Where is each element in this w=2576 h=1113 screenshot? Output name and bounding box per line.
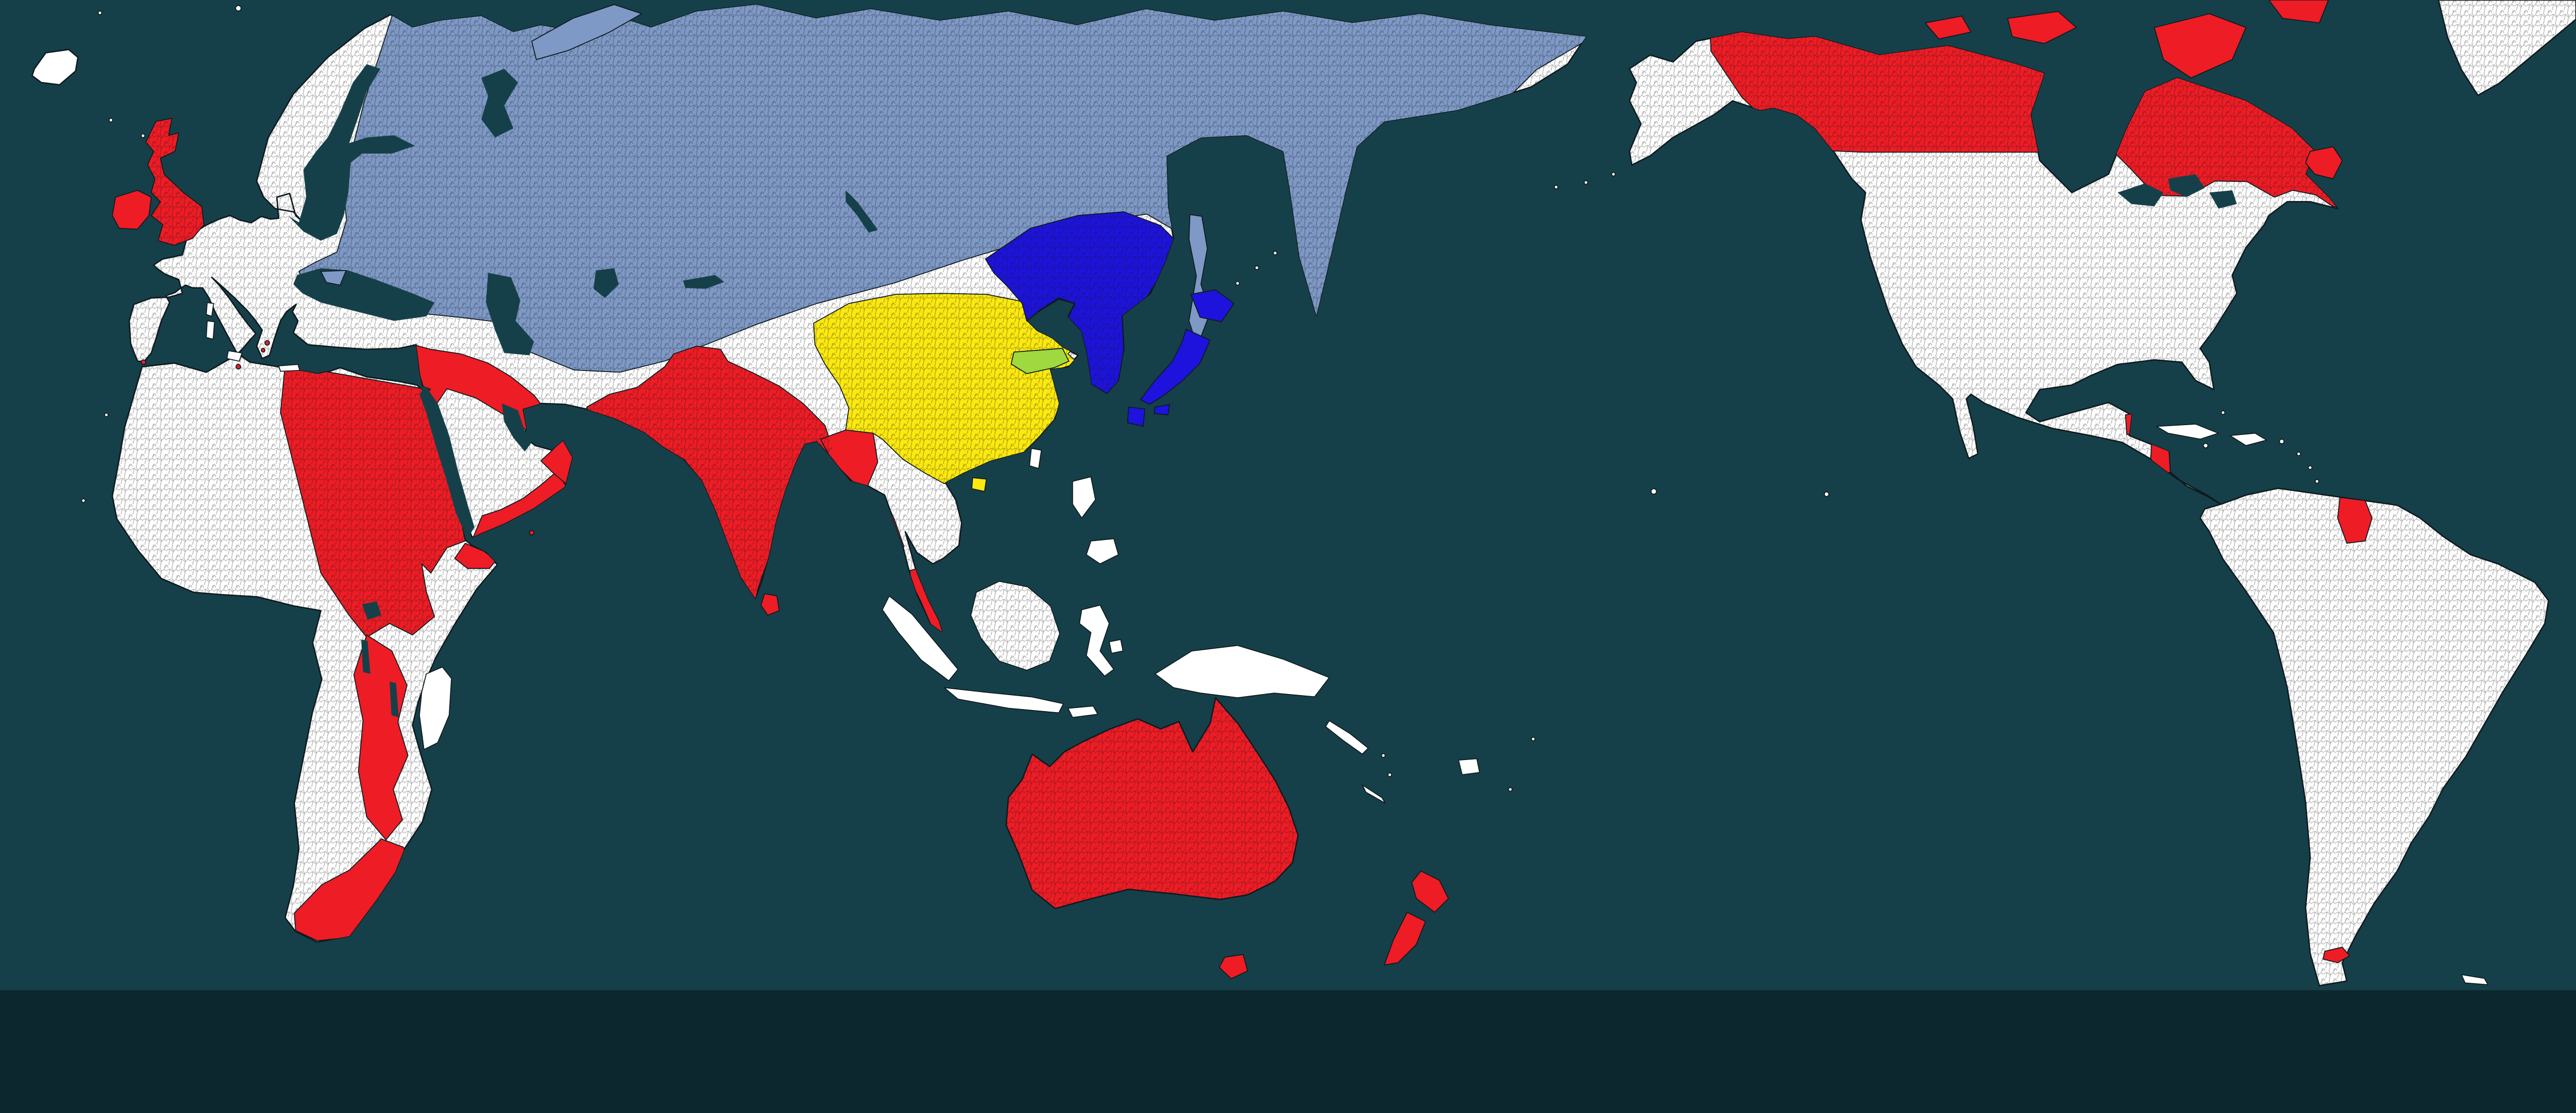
region-hispaniola [2229,432,2267,446]
region-jan-mayen [97,10,103,15]
great-lakes-west [2117,183,2164,207]
region-vanuatu-1 [1381,753,1386,758]
lake-tanganyika [361,639,370,674]
region-kurils-3 [1273,250,1278,256]
region-tasmania [1218,954,1248,980]
region-kyushu [1127,407,1146,427]
region-tonga [1508,787,1513,792]
region-aleutians-1 [1611,172,1616,177]
region-sulawesi [1079,604,1114,677]
lake-balkhash [683,275,724,289]
region-novaya-zemlya [531,4,642,60]
region-falkland-islands [2323,947,2350,964]
region-hainan[interactable] [971,477,987,492]
region-sicily [226,350,243,362]
region-new-zealand [1383,870,1449,966]
lake-malawi [389,681,399,718]
region-gibraltar [141,359,146,365]
region-iceland[interactable] [31,48,79,86]
region-lesser-antilles-2 [2308,465,2313,470]
region-lesser-antilles-3 [2314,479,2319,484]
world-map-canvas [0,0,2576,990]
region-crimea[interactable] [320,270,347,286]
region-green-state[interactable] [1010,348,1070,374]
region-timor [1067,705,1098,718]
aral-sea [594,268,619,298]
region-puerto-rico [2279,439,2285,445]
region-socotra [529,530,535,536]
region-shetland [141,133,146,138]
region-hokkaido [1190,289,1234,323]
region-moluccas [1109,639,1124,654]
region-ionian-islands-2 [261,348,266,353]
region-japan[interactable] [1127,289,1234,427]
region-aleutians-2 [1583,180,1588,185]
region-crete [278,364,300,372]
region-cuba [2156,424,2219,440]
region-australia [1005,697,1299,980]
persian-gulf [502,403,532,452]
region-shikoku [1154,403,1171,416]
world-map [0,0,2576,990]
region-ceylon [760,593,780,616]
region-luzon [1072,476,1096,519]
region-corsica [206,302,214,317]
lake-baikal [845,190,878,233]
region-fiji [1458,758,1480,775]
region-kurils-2 [1255,265,1259,271]
white-islands[interactable] [81,5,2489,985]
region-java [943,687,1064,714]
region-new-guinea [1155,645,1330,698]
white-sea [481,69,518,138]
region-samoa [1531,736,1536,741]
region-taiwan [1029,448,1042,469]
region-hawaii-2 [1824,491,1829,497]
great-lakes-east [2209,190,2237,209]
region-south-georgia [2461,974,2489,985]
region-newfoundland [2305,146,2343,179]
region-arctic-islands [1924,0,2329,79]
region-manchuria-korea[interactable] [985,211,1175,394]
region-ionian-islands [264,340,270,346]
region-new-caledonia [1362,784,1386,804]
region-faroe [108,117,113,123]
caspian-sea [486,273,534,356]
region-cape-verde [81,498,86,503]
red-sea [419,386,474,539]
region-svalbard [235,5,242,12]
region-canary-islands [104,412,109,417]
region-china[interactable] [813,293,1079,484]
region-honshu [1140,328,1211,405]
region-sumatra [882,595,959,682]
region-solomons [1325,720,1369,755]
region-hawaii-1 [1650,488,1657,495]
region-mindanao [1086,538,1119,565]
region-kurils-1 [1235,281,1240,286]
lake-victoria [362,601,382,620]
great-lakes-central [2168,174,2205,197]
baltic-sea [289,64,415,241]
region-bahamas [2221,410,2226,415]
region-lesser-antilles-1 [2296,451,2301,457]
region-vanuatu-2 [1387,772,1392,778]
region-aleutians-3 [1554,184,1558,190]
region-madagascar [419,666,452,750]
region-jamaica [2202,443,2209,449]
region-sardinia [206,320,215,340]
region-malta [235,364,241,370]
